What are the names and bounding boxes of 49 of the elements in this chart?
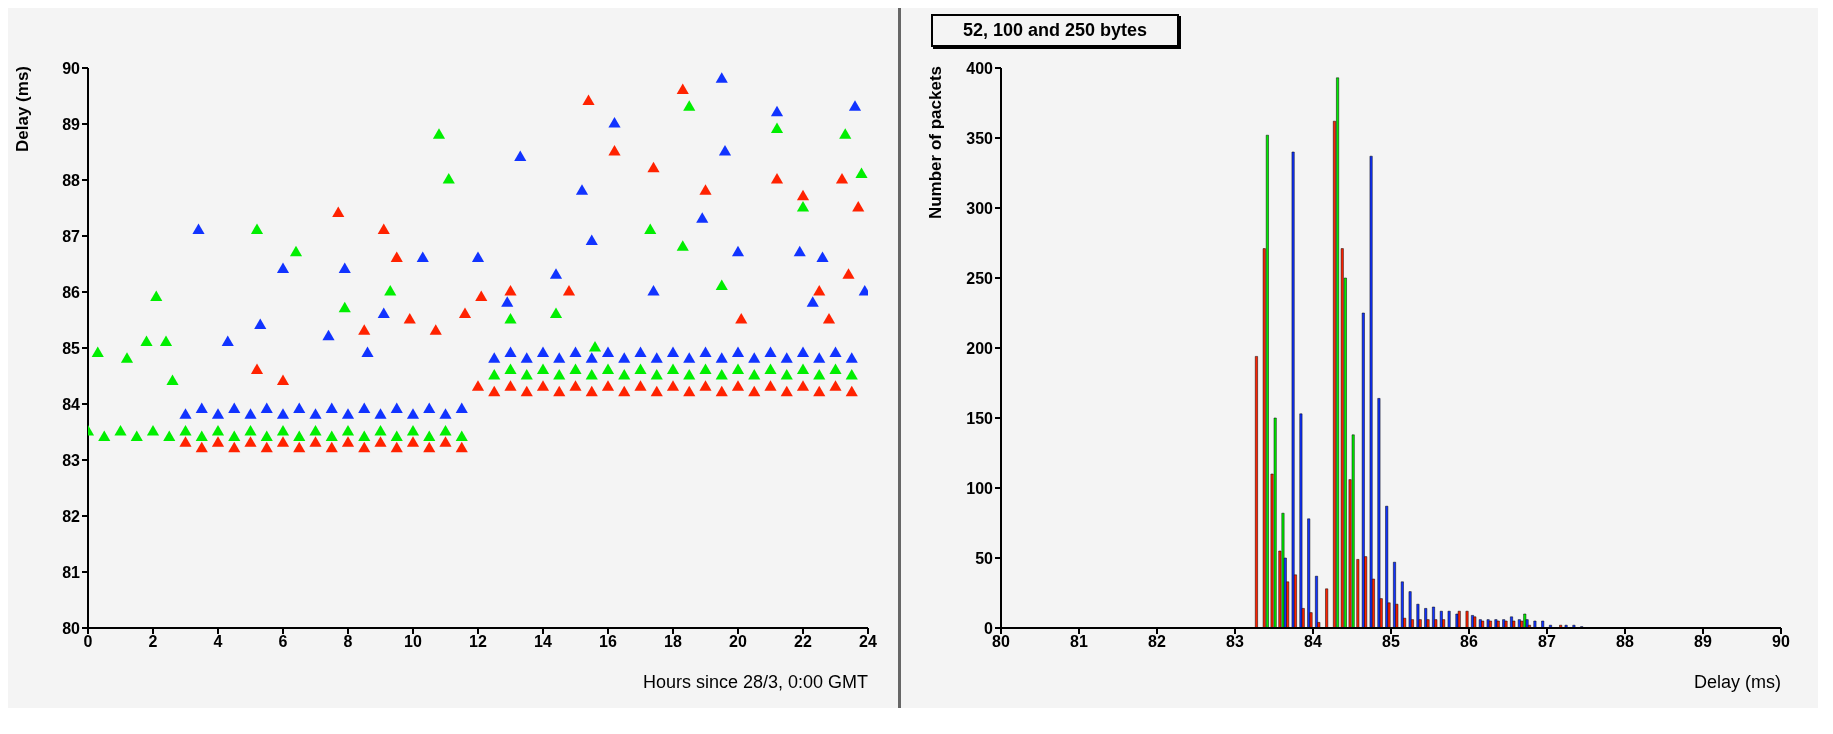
x-tick-label: 16 — [599, 633, 617, 651]
y-tick-label: 50 — [975, 549, 994, 567]
x-tick-label: 0 — [83, 633, 93, 651]
x-tick-label: 2 — [148, 633, 158, 651]
x-tick-label: 24 — [859, 633, 877, 651]
x-tick-label: 10 — [404, 633, 422, 651]
x-tick-label: 89 — [1694, 633, 1712, 651]
y-tick-label: 86 — [62, 283, 81, 301]
y-tick-label: 0 — [984, 619, 994, 637]
x-tick-label: 88 — [1616, 633, 1634, 651]
y-tick-label: 200 — [966, 339, 994, 357]
x-axis-title: Hours since 28/3, 0:00 GMT — [642, 672, 868, 692]
y-tick-label: 84 — [62, 395, 81, 413]
x-tick-label: 81 — [1070, 633, 1088, 651]
x-tick-label: 6 — [278, 633, 288, 651]
x-tick-label: 22 — [794, 633, 812, 651]
y-tick-label: 81 — [62, 563, 81, 581]
x-tick-label: 84 — [1304, 633, 1322, 651]
y-tick-label: 82 — [62, 507, 81, 525]
x-tick-label: 82 — [1148, 633, 1166, 651]
chart-title: 52, 100 and 250 bytes — [931, 14, 1180, 47]
y-axis-title: Delay (ms) — [13, 66, 33, 152]
x-tick-label: 90 — [1772, 633, 1790, 651]
x-tick-label: 20 — [729, 633, 747, 651]
x-tick-label: 83 — [1226, 633, 1244, 651]
x-tick-label: 86 — [1460, 633, 1478, 651]
y-tick-label: 89 — [62, 115, 81, 133]
y-tick-label: 85 — [62, 339, 81, 357]
x-tick-label: 87 — [1538, 633, 1556, 651]
y-tick-label: 83 — [62, 451, 81, 469]
y-tick-label: 80 — [62, 619, 81, 637]
x-tick-label: 80 — [992, 633, 1010, 651]
x-tick-label: 14 — [534, 633, 552, 651]
x-axis-title: Delay (ms) — [1693, 672, 1781, 692]
y-tick-label: 88 — [62, 171, 81, 189]
x-tick-label: 4 — [213, 633, 223, 651]
y-tick-label: 400 — [966, 59, 994, 77]
y-tick-label: 87 — [62, 227, 81, 245]
y-tick-label: 90 — [62, 59, 81, 77]
y-tick-label: 300 — [966, 199, 994, 217]
y-tick-label: 350 — [966, 129, 994, 147]
x-tick-label: 12 — [469, 633, 487, 651]
y-tick-label: 250 — [966, 269, 994, 287]
x-tick-label: 85 — [1382, 633, 1400, 651]
y-axis-title: Number of packets — [926, 66, 946, 220]
y-tick-label: 150 — [966, 409, 994, 427]
x-tick-label: 8 — [343, 633, 353, 651]
y-tick-label: 100 — [966, 479, 994, 497]
x-tick-label: 18 — [664, 633, 682, 651]
